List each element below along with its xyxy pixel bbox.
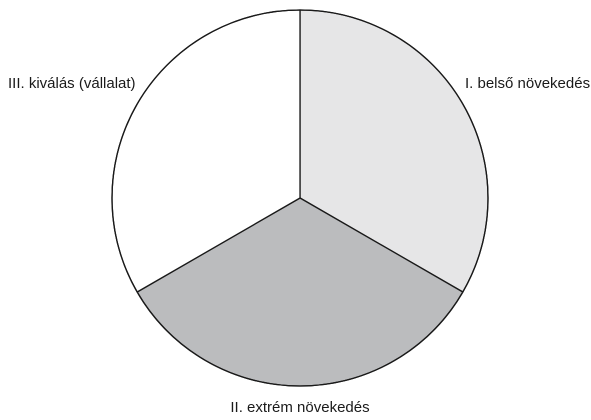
slice-label-2: II. extrém növekedés (230, 399, 369, 416)
slice-label-3: III. kiválás (vállalat) (8, 75, 136, 92)
pie-slices (111, 9, 489, 387)
slice-label-1: I. belső növekedés (465, 75, 590, 92)
pie-outline (111, 9, 489, 387)
slice-labels: I. belső növekedés II. extrém növekedés … (8, 75, 590, 416)
